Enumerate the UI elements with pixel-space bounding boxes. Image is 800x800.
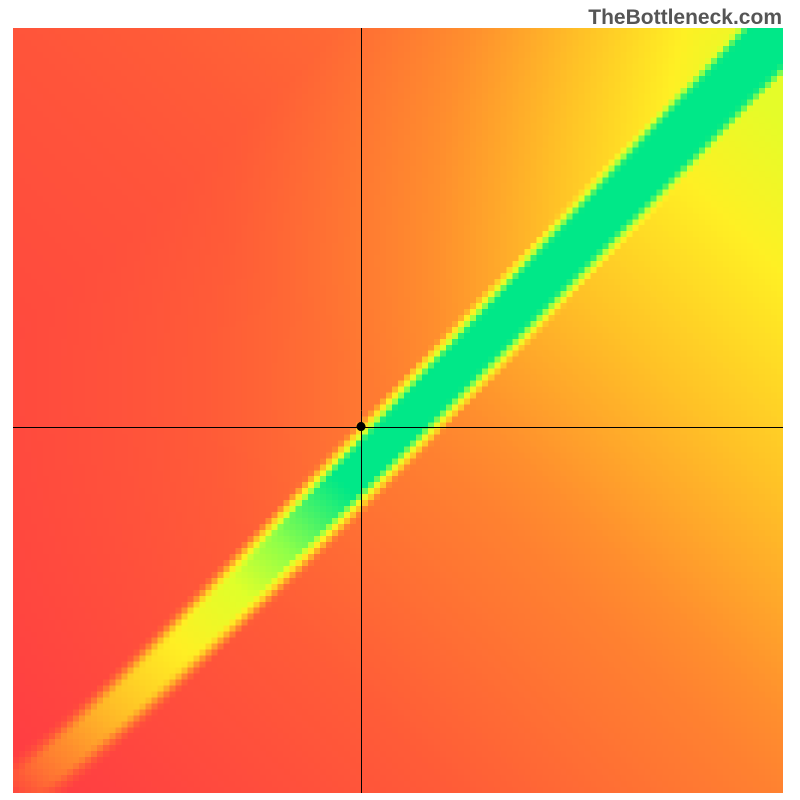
- heatmap-plot: [13, 28, 783, 793]
- chart-container: TheBottleneck.com: [0, 0, 800, 800]
- overlay-canvas: [13, 28, 783, 793]
- watermark-text: TheBottleneck.com: [588, 6, 782, 30]
